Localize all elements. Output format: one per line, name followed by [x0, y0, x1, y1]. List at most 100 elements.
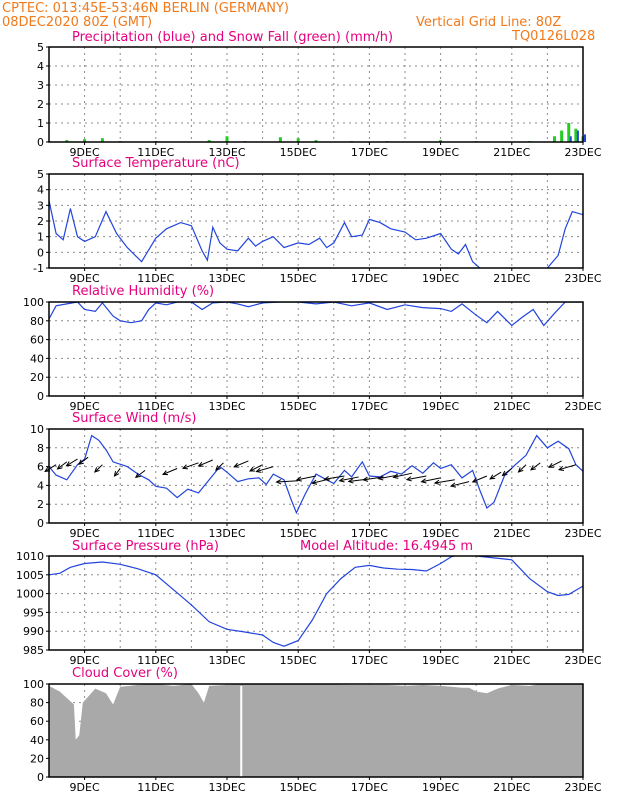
cloud-cover-area [49, 684, 583, 777]
title-cloud-cover: Cloud Cover (%) [72, 666, 178, 681]
y-tick-label: 1010 [16, 550, 44, 563]
snow-bar [100, 138, 104, 142]
wind-arrow-shaft [94, 464, 103, 473]
wind-arrow-shaft [66, 458, 78, 467]
snow-bar [207, 140, 211, 142]
panel-precip: 0 1 2 3 4 5 9DEC 11DEC 13DEC 15DEC 17DEC 19DEC 21DEC… [37, 41, 602, 159]
wind-arrow-shaft [548, 460, 562, 468]
y-tick-label: 20 [30, 371, 44, 384]
wind-arrow-head [311, 479, 318, 485]
snow-bar [225, 136, 229, 142]
wind-arrow-head [134, 472, 141, 479]
y-tick-label: 80 [30, 697, 44, 710]
wind-arrow-head [420, 478, 427, 484]
x-tick-label: 23DEC [564, 527, 601, 540]
wind-arrow-head [517, 467, 524, 473]
x-tick-label: 13DEC [208, 654, 245, 667]
wind-arrow-head [161, 470, 169, 476]
title-pressure: Surface Pressure (hPa) [72, 539, 219, 554]
wind-arrow-shaft [162, 468, 178, 475]
wind-arrow-head [377, 475, 384, 481]
wind-arrow-head [215, 465, 221, 471]
wind-arrow-head [275, 479, 282, 485]
x-tick-label: 17DEC [351, 654, 388, 667]
x-tick-label: 23DEC [564, 654, 601, 667]
x-tick-label: 11DEC [137, 781, 174, 794]
y-tick-label: 5 [37, 41, 44, 54]
snow-bar [574, 128, 578, 142]
x-tick-label: 11DEC [137, 654, 174, 667]
wind-arrow-shaft [502, 468, 513, 476]
y-tick-label: 4 [37, 60, 44, 73]
wind-arrow-shaft [78, 456, 89, 465]
wind-arrow [113, 468, 121, 477]
panel-frame [48, 173, 584, 269]
x-tick-label: 19DEC [422, 654, 459, 667]
x-tick-label: 23DEC [564, 400, 601, 413]
wind-arrow [44, 464, 57, 472]
wind-arrow-shaft [276, 480, 299, 483]
temperature-line [49, 200, 481, 268]
y-tick-label: 2 [37, 215, 44, 228]
wind-arrow [181, 462, 199, 470]
wind-arrow [530, 462, 541, 471]
wind-arrow-shaft [393, 472, 413, 478]
x-tick-label: 13DEC [208, 272, 245, 285]
panel-frame [48, 683, 584, 778]
wind-arrow [248, 464, 263, 472]
x-tick-label: 17DEC [351, 146, 388, 159]
y-tick-label: 0 [37, 390, 44, 403]
x-tick-label: 23DEC [564, 146, 601, 159]
wind-arrow [449, 481, 470, 488]
wind-arrow [547, 460, 562, 468]
wind-arrow [161, 468, 178, 476]
y-tick-label: 100 [23, 678, 44, 691]
x-tick-label: 9DEC [70, 146, 100, 159]
y-tick-label: 1000 [16, 588, 44, 601]
title-humidity: Relative Humidity (%) [72, 284, 214, 299]
y-tick-label: -1 [33, 262, 44, 275]
x-tick-label: 15DEC [280, 272, 317, 285]
y-tick-label: 995 [23, 606, 44, 619]
panel-frame [48, 46, 584, 143]
x-tick-label: 11DEC [137, 527, 174, 540]
x-tick-label: 19DEC [422, 146, 459, 159]
y-tick-label: 10 [30, 423, 44, 436]
y-tick-label: 80 [30, 315, 44, 328]
wind-arrow-shaft [421, 477, 441, 483]
wind-arrow [405, 475, 427, 482]
wind-arrow [392, 472, 413, 479]
wind-arrow-shaft [489, 471, 502, 480]
x-tick-label: 11DEC [137, 400, 174, 413]
wind-arrow-head [323, 475, 330, 482]
wind-arrow-shaft [530, 462, 541, 471]
title-wind: Surface Wind (m/s) [72, 411, 196, 426]
wind-arrow [420, 477, 441, 484]
wind-arrow-head [362, 476, 369, 482]
y-tick-label: 2 [37, 498, 44, 511]
wind-arrow [233, 460, 249, 468]
x-tick-label: 11DEC [137, 146, 174, 159]
wind-arrow-shaft [434, 479, 455, 484]
wind-arrow [557, 464, 577, 471]
wind-arrow-head [295, 476, 302, 482]
panel-frame [48, 301, 584, 397]
rain-bar [576, 130, 579, 142]
wind-arrow-shaft [378, 474, 398, 480]
header-location: CPTEC: 013:45E-53:46N BERLIN (GERMANY) [2, 1, 289, 16]
wind-arrow-shaft [472, 475, 488, 483]
wind-arrow [197, 459, 213, 467]
wind-arrow-head [181, 464, 188, 470]
y-tick-label: 1005 [16, 569, 44, 582]
wind-line [49, 434, 583, 515]
wind-arrow-head [56, 464, 63, 470]
wind-arrow-shaft [249, 464, 263, 472]
y-tick-label: 40 [30, 352, 44, 365]
x-tick-label: 15DEC [280, 527, 317, 540]
y-tick-label: 60 [30, 715, 44, 728]
annotation-model-altitude: Model Altitude: 16.4945 m [300, 539, 473, 554]
y-tick-label: 6 [37, 461, 44, 474]
snow-bar [314, 140, 318, 142]
wind-arrow-head [392, 473, 399, 479]
